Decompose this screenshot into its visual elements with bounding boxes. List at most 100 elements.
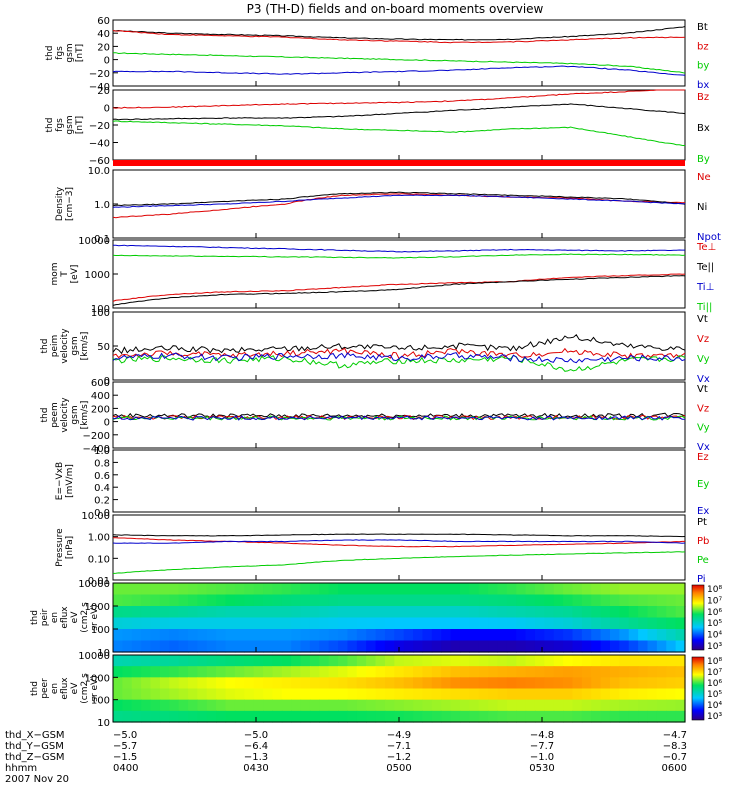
heatmap-cell [600,655,611,667]
y-tick-label: 400 [91,391,110,402]
heatmap-cell [328,699,339,712]
heatmap-cell [309,666,320,678]
heatmap-cell [534,583,545,596]
heatmap-cell [159,629,170,642]
heatmap-cell [272,699,283,712]
y-tick-label: 1000 [85,673,110,684]
heatmap-cell [375,688,386,701]
heatmap-cell [338,710,349,723]
heatmap-cell [534,606,545,619]
heatmap-cell [666,594,677,607]
heatmap-cell [488,640,499,653]
heatmap-cell [478,688,489,701]
y-axis-label-line: velocity [60,328,70,364]
heatmap-cell [591,655,602,667]
heatmap-cell [122,629,133,642]
colorbar-tick-label: 10⁷ [707,596,722,606]
heatmap-cell [394,617,405,630]
heatmap-cell [150,583,161,596]
heatmap-cell [356,629,367,642]
heatmap-cell [628,666,639,678]
y-tick-label: 0.1 [94,234,110,245]
heatmap-cell [281,677,292,690]
heatmap-cell [656,655,667,667]
heatmap-cell [469,583,480,596]
y-axis-label-line: sr eV) [90,675,100,701]
heatmap-cell [291,640,302,653]
heatmap-cell [291,617,302,630]
heatmap-cell [122,699,133,712]
heatmap-cell [366,594,377,607]
heatmap-cell [572,606,583,619]
heatmap-cell [272,583,283,596]
y-tick-label: −20 [89,69,110,80]
heatmap-cell [234,677,245,690]
heatmap-cell [291,688,302,701]
heatmap-cell [122,710,133,723]
legend-entry: Vz [697,334,709,345]
heatmap-cell [666,688,677,701]
heatmap-cell [141,710,152,723]
heatmap-cell [656,606,667,619]
heatmap-cell [338,606,349,619]
heatmap-cell [347,710,358,723]
heatmap-cell [619,688,630,701]
heatmap-cell [328,640,339,653]
heatmap-cell [609,606,620,619]
heatmap-cell [169,583,180,596]
heatmap-cell [497,699,508,712]
heatmap-cell [441,606,452,619]
heatmap-cell [591,617,602,630]
heatmap-cell [169,594,180,607]
heatmap-cell [422,655,433,667]
heatmap-cell [122,617,133,630]
heatmap-cell [422,699,433,712]
heatmap-cell [347,606,358,619]
heatmap-cell [384,629,395,642]
legend-entry: Pb [697,536,709,547]
heatmap-cell [600,629,611,642]
heatmap-cell [413,677,424,690]
heatmap-cell [206,666,217,678]
heatmap-cell [675,583,686,596]
heatmap-cell [497,594,508,607]
heatmap-cell [272,688,283,701]
colorbar-tick-label: 10⁵ [707,619,722,629]
heatmap-cell [319,629,330,642]
heatmap-cell [394,594,405,607]
y-axis-label-line: eflux [60,677,70,700]
heatmap-cell [244,583,255,596]
heatmap-cell [666,699,677,712]
heatmap-cell [666,629,677,642]
heatmap-cell [469,655,480,667]
heatmap-cell [375,710,386,723]
heatmap-cell [450,710,461,723]
heatmap-cell [403,655,414,667]
heatmap-cell [113,594,123,607]
heatmap-cell [459,617,470,630]
status-bar [113,160,685,166]
heatmap-cell [309,617,320,630]
heatmap-cell [216,594,227,607]
heatmap-cell [319,710,330,723]
heatmap-cell [609,666,620,678]
heatmap-cell [638,594,649,607]
y-tick-label: −40 [89,139,110,150]
heatmap-cell [188,617,198,630]
heatmap-cell [309,699,320,712]
y-tick-label: −400 [83,444,110,455]
heatmap-cell [375,666,386,678]
heatmap-cell [253,699,264,712]
heatmap-cell [113,606,123,619]
heatmap-cell [356,710,367,723]
heatmap-cell [309,677,320,690]
heatmap-cell [506,583,517,596]
heatmap-cell [609,629,620,642]
heatmap-cell [534,688,545,701]
heatmap-cell [441,629,452,642]
heatmap-cell [619,699,630,712]
heatmap-cell [516,655,527,667]
y-axis-label-line: thd [30,681,40,696]
y-axis-label-line: eV [70,611,80,624]
series-line-By [112,120,686,147]
